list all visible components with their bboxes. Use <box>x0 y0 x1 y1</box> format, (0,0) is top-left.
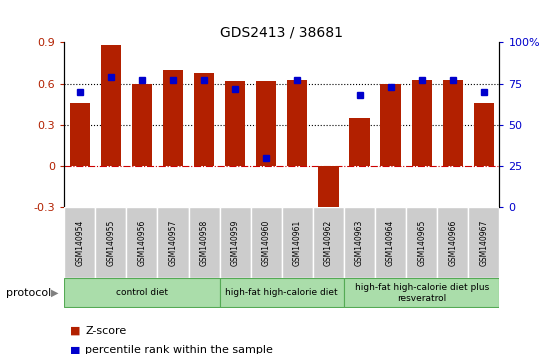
Text: GSM140960: GSM140960 <box>262 219 271 266</box>
Text: GSM140956: GSM140956 <box>137 219 146 266</box>
Bar <box>100 45 121 166</box>
Text: GSM140955: GSM140955 <box>107 219 116 266</box>
Bar <box>406 207 437 278</box>
Bar <box>64 207 95 278</box>
Bar <box>344 207 375 278</box>
Bar <box>437 207 468 278</box>
Bar <box>70 103 90 166</box>
Bar <box>126 207 157 278</box>
Bar <box>282 207 313 278</box>
Bar <box>349 118 369 166</box>
Bar <box>251 207 282 278</box>
Text: GSM140966: GSM140966 <box>448 219 457 266</box>
Bar <box>256 81 276 166</box>
Text: GSM140964: GSM140964 <box>386 219 395 266</box>
Bar <box>220 279 344 307</box>
Text: protocol: protocol <box>6 288 51 298</box>
Bar <box>381 84 401 166</box>
Bar <box>189 207 220 278</box>
Text: GSM140963: GSM140963 <box>355 219 364 266</box>
Text: high-fat high-calorie diet plus
resveratrol: high-fat high-calorie diet plus resverat… <box>354 283 489 303</box>
Bar <box>318 166 339 210</box>
Bar <box>468 207 499 278</box>
Text: ■: ■ <box>70 326 80 336</box>
Bar <box>163 70 183 166</box>
Text: ▶: ▶ <box>51 288 59 298</box>
Bar <box>375 207 406 278</box>
Text: GSM140957: GSM140957 <box>169 219 177 266</box>
Text: GSM140961: GSM140961 <box>293 219 302 266</box>
Text: control diet: control diet <box>116 289 168 297</box>
Text: Z-score: Z-score <box>85 326 127 336</box>
Bar <box>442 80 463 166</box>
Bar <box>132 84 152 166</box>
Bar <box>225 81 246 166</box>
Bar <box>194 73 214 166</box>
Bar <box>220 207 251 278</box>
Bar <box>95 207 126 278</box>
Bar <box>287 80 307 166</box>
Bar <box>344 279 499 307</box>
Bar <box>64 279 220 307</box>
Bar <box>412 80 432 166</box>
Text: GSM140958: GSM140958 <box>200 219 209 266</box>
Text: GSM140967: GSM140967 <box>479 219 488 266</box>
Text: high-fat high-calorie diet: high-fat high-calorie diet <box>225 289 338 297</box>
Text: GSM140959: GSM140959 <box>230 219 239 266</box>
Title: GDS2413 / 38681: GDS2413 / 38681 <box>220 26 343 40</box>
Bar <box>157 207 189 278</box>
Text: percentile rank within the sample: percentile rank within the sample <box>85 346 273 354</box>
Text: GSM140962: GSM140962 <box>324 219 333 266</box>
Text: GSM140954: GSM140954 <box>75 219 84 266</box>
Text: ■: ■ <box>70 346 80 354</box>
Text: GSM140965: GSM140965 <box>417 219 426 266</box>
Bar <box>474 103 494 166</box>
Bar <box>313 207 344 278</box>
